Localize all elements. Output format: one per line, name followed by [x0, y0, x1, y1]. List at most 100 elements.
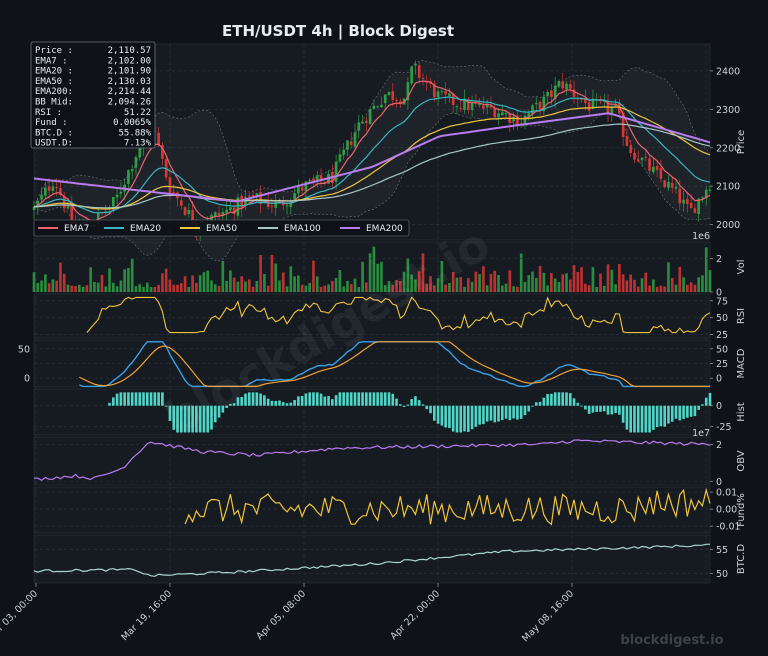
volume-bar [213, 284, 217, 292]
hist-bar [161, 392, 164, 406]
hist-bar [195, 405, 198, 433]
candle-body [66, 205, 70, 209]
candle-body [342, 149, 345, 155]
hist-bar [402, 405, 406, 408]
volume-bar [523, 281, 527, 292]
candle-body [693, 208, 697, 213]
legend-entry: EMA7 [64, 224, 89, 234]
volume-bar [225, 280, 228, 292]
hist-bar [221, 405, 225, 413]
hist-bar [550, 393, 553, 406]
volume-bar [406, 258, 410, 292]
hist-bar [164, 405, 168, 407]
volume-bar [96, 282, 100, 292]
hist-bar [640, 405, 644, 433]
volume-bar [432, 285, 436, 292]
candle-body [255, 193, 259, 197]
candle-body [534, 102, 538, 105]
candle-body [527, 113, 531, 118]
candle-body [500, 112, 504, 116]
candle-body [704, 189, 708, 199]
candle-body [304, 181, 308, 191]
hist-bar [142, 392, 145, 406]
candle-body [466, 99, 470, 110]
info-label: EMA20 : [35, 67, 73, 77]
candle-body [512, 116, 515, 122]
volume-bar [516, 286, 519, 292]
candle-body [550, 90, 553, 97]
volume-bar [327, 284, 330, 292]
hist-bar [145, 392, 149, 406]
macd-left-tick-label: 0 [24, 374, 30, 385]
volume-bar [500, 285, 504, 292]
hist-bar [202, 405, 206, 433]
btcd-tick-label: 55 [716, 545, 728, 556]
candle-body [636, 159, 640, 162]
candle-body [183, 207, 187, 215]
hist-bar [157, 392, 160, 406]
hist-bar [663, 405, 666, 427]
candle-body [459, 108, 463, 110]
volume-bar [553, 278, 557, 292]
hist-bar [391, 393, 395, 406]
candle-body [391, 91, 395, 100]
hist-bar [213, 405, 217, 423]
candle-body [119, 191, 123, 194]
hist-bar [697, 405, 700, 410]
panels-group: Price : 2,110.57 EMA7 : 2,102.00 EMA20 : 2,10… [0, 41, 747, 644]
candle-body [210, 215, 213, 223]
info-value: 2,101.90 [108, 67, 151, 77]
candle-body [70, 203, 74, 223]
volume-bar [489, 274, 493, 292]
hist-bar [176, 405, 179, 433]
volume-bar [334, 277, 338, 292]
rsi-panel-bg [33, 293, 711, 339]
volume-bar [62, 273, 66, 292]
hist-bar [670, 405, 674, 422]
corner-watermark: blockdigest.io [620, 633, 723, 648]
candle-body [62, 195, 66, 209]
hist-bar [383, 392, 387, 406]
candle-body [652, 166, 655, 173]
candle-body [565, 83, 568, 90]
volume-bar [704, 247, 708, 292]
hist-bar [595, 405, 599, 412]
candle-body [674, 186, 678, 189]
volume-bar [697, 277, 700, 292]
volume-bar [587, 285, 591, 292]
hist-bar [572, 398, 576, 406]
volume-bar [85, 285, 89, 292]
candle-body [357, 122, 361, 131]
candle-body [417, 65, 421, 78]
volume-bar [315, 276, 319, 292]
candle-body [523, 115, 527, 125]
hist-bar [591, 405, 595, 413]
hist-bar [693, 405, 697, 417]
obv-line [33, 439, 711, 482]
candle-body [516, 115, 519, 126]
vol-tick-label: 0 [716, 288, 722, 299]
volume-bar [519, 253, 523, 292]
candle-body [448, 93, 451, 97]
hist-bar [451, 405, 455, 432]
candle-body [489, 105, 493, 108]
candle-body [644, 156, 648, 158]
candle-body [686, 198, 689, 204]
candle-body [236, 197, 240, 216]
volume-bar [451, 271, 455, 292]
volume-bar [198, 275, 202, 292]
volume-bar [652, 279, 655, 292]
macd-axis-label: MACD [736, 348, 747, 378]
candle-body [334, 161, 338, 182]
volume-bar [93, 281, 96, 292]
candle-body [191, 210, 194, 224]
rsi-axis-label: RSI [736, 308, 747, 324]
candle-body [463, 98, 466, 111]
hist-bar [512, 405, 515, 419]
volume-bar [308, 282, 312, 292]
volume-bar [667, 262, 670, 292]
candle-body [368, 109, 372, 124]
candle-body [701, 197, 704, 199]
hist-bar [168, 405, 172, 421]
volume-bar [648, 285, 651, 292]
